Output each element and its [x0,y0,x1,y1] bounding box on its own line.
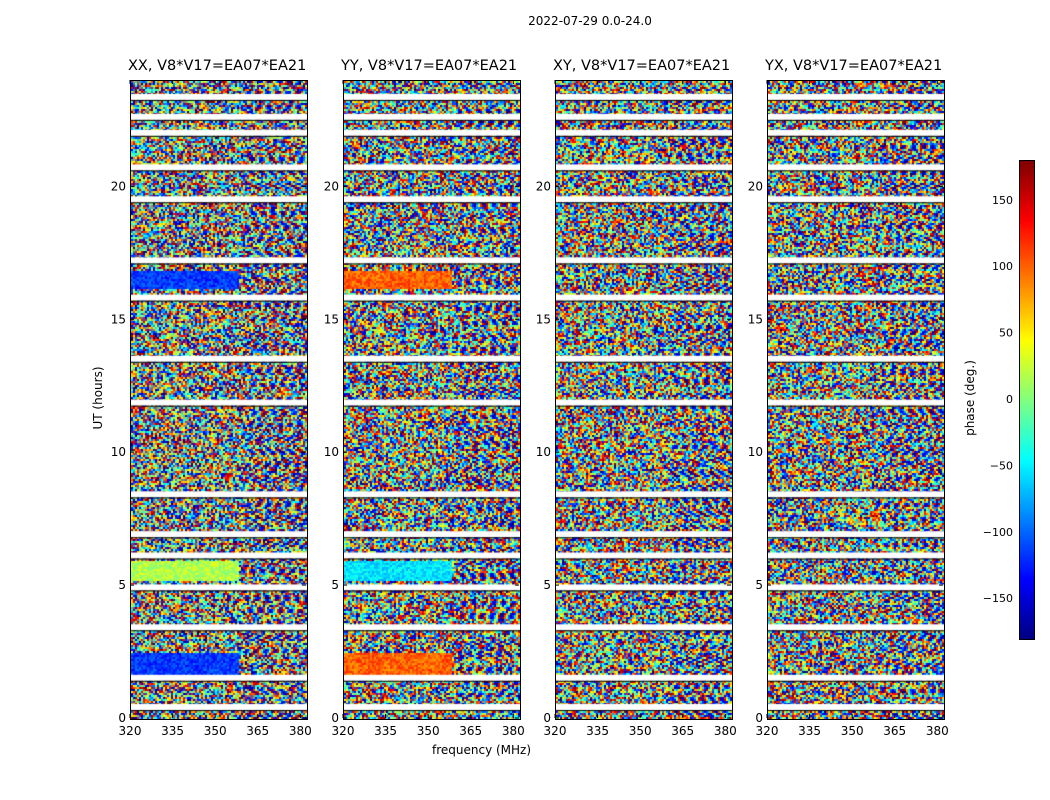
panel-heatmap-yy [344,81,520,719]
x-tick-label-yy-365: 365 [459,724,482,738]
y-tick-label-yx-0: 0 [755,711,763,725]
x-tick-label-yx-365: 365 [883,724,906,738]
y-tick-label-yy-10: 10 [324,445,339,459]
y-tick-label-xx-10: 10 [111,445,126,459]
colorbar-tick-label-50: 50 [999,327,1013,340]
colorbar-tick-label-150: 150 [992,194,1013,207]
x-axis-label: frequency (MHz) [432,743,532,757]
x-tick-label-yx-335: 335 [798,724,821,738]
y-axis-label: UT (hours) [91,366,105,430]
y-tick-label-xy-15: 15 [536,312,551,326]
x-tick-label-yy-380: 380 [502,724,525,738]
panel-title-yy: YY, V8*V17=EA07*EA21 [341,58,518,74]
figure-title: 2022-07-29 0.0-24.0 [528,14,652,28]
colorbar-tick-label-100: 100 [992,260,1013,273]
x-tick-label-xy-350: 350 [629,724,652,738]
x-tick-label-xy-380: 380 [714,724,737,738]
y-tick-label-yy-5: 5 [331,578,339,592]
colorbar-label: phase (deg.) [963,360,977,436]
x-tick-label-xx-320: 320 [119,724,142,738]
x-tick-label-xx-335: 335 [161,724,184,738]
y-tick-label-xy-5: 5 [543,578,551,592]
x-tick-label-yx-320: 320 [756,724,779,738]
y-tick-label-yy-0: 0 [331,711,339,725]
colorbar-tick-label--100: −100 [983,526,1013,539]
y-tick-label-yy-15: 15 [324,312,339,326]
x-tick-label-xy-320: 320 [544,724,567,738]
x-tick-label-yx-350: 350 [841,724,864,738]
panel-title-yx: YX, V8*V17=EA07*EA21 [765,58,943,74]
x-tick-label-xy-365: 365 [671,724,694,738]
colorbar-tick-label-0: 0 [1006,393,1013,406]
y-tick-label-xx-15: 15 [111,312,126,326]
panel-heatmap-xy [556,81,732,719]
y-tick-label-xx-0: 0 [118,711,126,725]
x-tick-label-yx-380: 380 [926,724,949,738]
colorbar [1020,161,1034,639]
y-tick-label-xx-5: 5 [118,578,126,592]
x-tick-label-yy-320: 320 [332,724,355,738]
x-tick-label-yy-350: 350 [417,724,440,738]
x-tick-label-xx-365: 365 [246,724,269,738]
x-tick-label-xx-380: 380 [289,724,312,738]
y-tick-label-yx-20: 20 [748,179,763,193]
panel-heatmap-yx [768,81,944,719]
y-tick-label-xy-20: 20 [536,179,551,193]
y-tick-label-yx-10: 10 [748,445,763,459]
colorbar-tick-label--50: −50 [990,459,1013,472]
y-tick-label-xx-20: 20 [111,179,126,193]
y-tick-label-yy-20: 20 [324,179,339,193]
panel-heatmap-xx [131,81,307,719]
panel-title-xy: XY, V8*V17=EA07*EA21 [553,58,731,74]
y-tick-label-xy-10: 10 [536,445,551,459]
x-tick-label-yy-335: 335 [374,724,397,738]
y-tick-label-yx-15: 15 [748,312,763,326]
colorbar-tick-label--150: −150 [983,592,1013,605]
x-tick-label-xx-350: 350 [204,724,227,738]
panel-title-xx: XX, V8*V17=EA07*EA21 [128,58,307,74]
x-tick-label-xy-335: 335 [586,724,609,738]
y-tick-label-yx-5: 5 [755,578,763,592]
y-tick-label-xy-0: 0 [543,711,551,725]
